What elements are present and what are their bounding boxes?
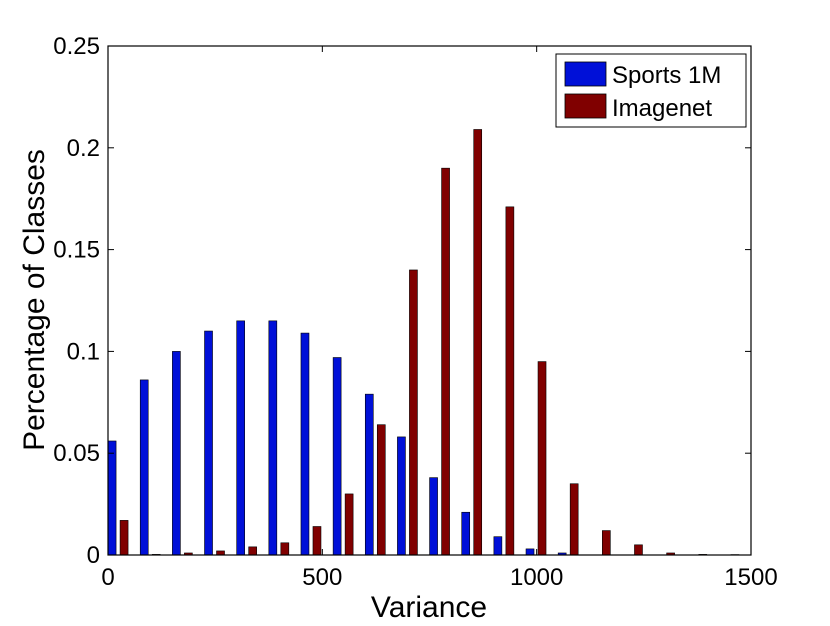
legend-label-sports-1m: Sports 1M: [612, 62, 721, 89]
bar-sports-1m-8: [364, 393, 374, 556]
y-tick-label: 0: [87, 542, 100, 569]
bar-imagenet-16: [634, 544, 643, 556]
bar-sports-1m-12: [493, 536, 503, 556]
y-tick-label: 0.25: [53, 33, 100, 60]
y-tick-label: 0.2: [67, 135, 100, 162]
plot-frame: [107, 45, 752, 556]
bar-sports-1m-0: [107, 440, 117, 556]
legend: Sports 1M Imagenet: [555, 53, 747, 128]
bar-sports-1m-5: [268, 320, 278, 556]
legend-swatch-imagenet: [564, 93, 607, 119]
bar-imagenet-4: [248, 546, 257, 556]
bar-sports-1m-4: [236, 320, 245, 556]
bar-imagenet-5: [280, 542, 290, 556]
bar-imagenet-14: [569, 483, 579, 556]
bars-group: [107, 129, 740, 556]
bar-sports-1m-13: [525, 548, 535, 556]
bar-sports-1m-3: [204, 330, 213, 556]
y-tick-label: 0.15: [53, 237, 100, 264]
bar-imagenet-3: [216, 550, 225, 556]
y-tick-label: 0.1: [67, 338, 100, 365]
y-axis-title: Percentage of Classes: [18, 149, 51, 451]
bar-imagenet-7: [344, 493, 354, 556]
ticks-group: 0 500 1000 1500 0 0.05 0.1 0.15 0.2 0.25: [53, 33, 777, 591]
x-tick-label: 1000: [510, 564, 563, 591]
bar-imagenet-0: [119, 520, 129, 556]
bar-sports-1m-11: [461, 511, 471, 556]
bar-imagenet-9: [409, 269, 418, 556]
plot-area: [108, 46, 751, 555]
bar-sports-1m-9: [397, 436, 406, 556]
legend-swatch-sports-1m: [564, 61, 607, 87]
x-tick-label: 1500: [724, 564, 777, 591]
legend-label-imagenet: Imagenet: [612, 95, 712, 122]
bar-sports-1m-10: [429, 477, 438, 556]
x-axis-title: Variance: [371, 591, 487, 624]
bar-imagenet-15: [602, 530, 611, 556]
y-tick-label: 0.05: [53, 440, 100, 467]
x-tick-label: 500: [302, 564, 342, 591]
bar-sports-1m-6: [300, 332, 310, 556]
x-tick-label: 0: [101, 564, 114, 591]
bar-imagenet-10: [441, 167, 450, 556]
bar-sports-1m-7: [332, 357, 342, 556]
bar-imagenet-12: [505, 206, 515, 556]
bar-sports-1m-2: [172, 351, 181, 556]
bar-imagenet-8: [376, 424, 386, 556]
bar-imagenet-6: [312, 526, 322, 556]
bar-imagenet-13: [537, 361, 547, 556]
bar-sports-1m-1: [139, 379, 149, 556]
bar-imagenet-11: [473, 129, 483, 556]
